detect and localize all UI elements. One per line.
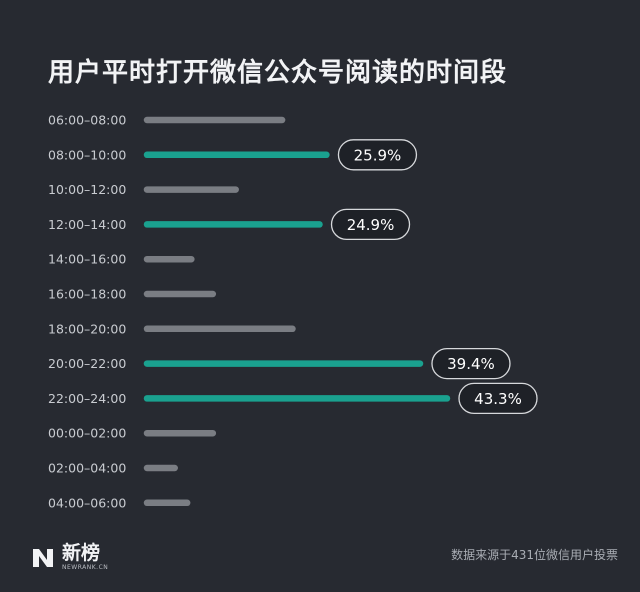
page-title: 用户平时打开微信公众号阅读的时间段	[48, 58, 508, 88]
y-tick-label: 16:00–18:00	[48, 287, 126, 302]
data-label: 25.9%	[337, 139, 418, 171]
svg-text:39.4%: 39.4%	[447, 355, 495, 373]
svg-text:24.9%: 24.9%	[347, 216, 395, 234]
y-tick-label: 12:00–14:00	[48, 217, 126, 232]
y-tick-label: 18:00–20:00	[48, 321, 126, 336]
data-source-note: 数据来源于431位微信用户投票	[451, 548, 618, 562]
y-tick-label: 10:00–12:00	[48, 182, 126, 197]
data-label: 43.3%	[458, 382, 538, 415]
y-tick-label: 08:00–10:00	[48, 147, 126, 162]
y-tick-label: 14:00–16:00	[48, 252, 126, 267]
svg-text:43.3%: 43.3%	[474, 390, 522, 408]
newrank-logo-icon	[33, 548, 53, 567]
brand-logo: 新榜 NEWRANK.CN	[30, 544, 108, 571]
y-tick-label: 04:00–06:00	[48, 495, 126, 510]
y-tick-label: 00:00–02:00	[48, 426, 126, 441]
svg-text:25.9%: 25.9%	[354, 146, 402, 164]
data-label: 24.9%	[330, 208, 411, 241]
y-tick-label: 06:00–08:00	[48, 113, 126, 128]
data-label: 39.4%	[431, 347, 511, 380]
brand-name: 新榜	[62, 542, 101, 564]
y-tick-label: 02:00–04:00	[48, 461, 126, 476]
y-tick-label: 20:00–22:00	[48, 356, 126, 371]
brand-subtitle: NEWRANK.CN	[62, 564, 109, 571]
y-tick-label: 22:00–24:00	[48, 391, 126, 406]
